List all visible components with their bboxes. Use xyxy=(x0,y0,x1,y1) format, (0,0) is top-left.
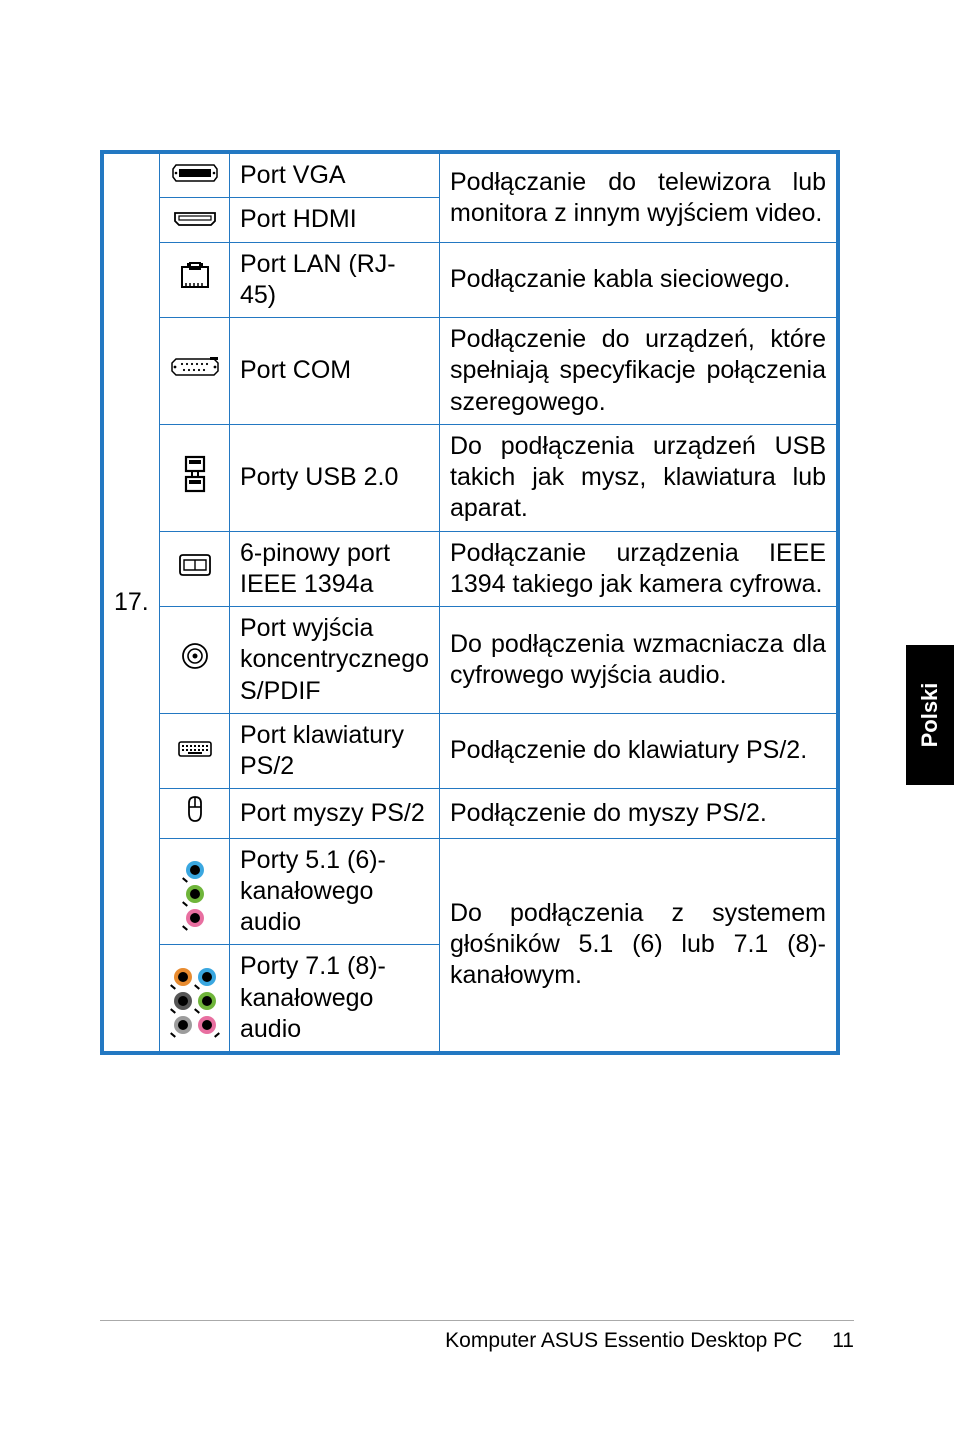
port-description: Podłączenie do klawiatury PS/2. xyxy=(440,713,837,789)
port-name: Port wyjścia koncentrycz­nego S/PDIF xyxy=(230,607,440,714)
port-description: Do podłączenia urządzeń USB takich jak m… xyxy=(440,424,837,531)
audio71-icon xyxy=(160,945,230,1052)
table-row: Porty USB 2.0Do podłączenia urządzeń USB… xyxy=(104,424,837,531)
com-icon xyxy=(160,318,230,425)
table-row: Port COMPodłączenie do urządzeń, które s… xyxy=(104,318,837,425)
row-index: 17. xyxy=(104,154,160,1052)
port-name: Port COM xyxy=(230,318,440,425)
port-name: Porty USB 2.0 xyxy=(230,424,440,531)
page-footer: Komputer ASUS Essentio Desktop PC 11 xyxy=(100,1320,854,1353)
table-row: Port wyjścia koncentrycz­nego S/PDIFDo p… xyxy=(104,607,837,714)
table-row: 17. Port VGAPodłączanie do telewizora lu… xyxy=(104,154,837,198)
ieee1394-icon xyxy=(160,531,230,607)
port-description: Podłączanie do telewizora lub monitora z… xyxy=(440,154,837,243)
port-description: Podłączanie kabla sieciowego. xyxy=(440,242,837,318)
port-name: 6-pinowy port IEEE 1394a xyxy=(230,531,440,607)
port-name: Port myszy PS/2 xyxy=(230,789,440,838)
page-number: 11 xyxy=(832,1329,854,1353)
usb-icon xyxy=(160,424,230,531)
ports-table-container: 17. Port VGAPodłączanie do telewizora lu… xyxy=(100,150,840,1055)
lan-icon xyxy=(160,242,230,318)
language-tab: Polski xyxy=(906,645,954,785)
ports-table: 17. Port VGAPodłączanie do telewizora lu… xyxy=(103,153,837,1052)
port-description: Do podłączenia z systemem głośników 5.1 … xyxy=(440,838,837,1052)
port-description: Podłączenie do urządzeń, które spełniają… xyxy=(440,318,837,425)
port-name: Port HDMI xyxy=(230,198,440,242)
port-name: Porty 7.1 (8)-kanałowego audio xyxy=(230,945,440,1052)
port-description: Do podłączenia wzmacniacza dla cyfrowego… xyxy=(440,607,837,714)
language-tab-label: Polski xyxy=(917,683,943,748)
table-row: Port myszy PS/2Podłączenie do myszy PS/2… xyxy=(104,789,837,838)
ps2kb-icon xyxy=(160,713,230,789)
hdmi-icon xyxy=(160,198,230,242)
port-description: Podłączenie do myszy PS/2. xyxy=(440,789,837,838)
port-name: Port LAN (RJ-45) xyxy=(230,242,440,318)
port-name: Port klawia­tury PS/2 xyxy=(230,713,440,789)
audio51-icon xyxy=(160,838,230,945)
table-row: 6-pinowy port IEEE 1394aPodłączanie urzą… xyxy=(104,531,837,607)
table-row: Port LAN (RJ-45)Podłączanie kabla siecio… xyxy=(104,242,837,318)
table-row: Port klawia­tury PS/2Podłączenie do klaw… xyxy=(104,713,837,789)
table-row: Porty 5.1 (6)-kanałowego audioDo podłącz… xyxy=(104,838,837,945)
port-name: Port VGA xyxy=(230,154,440,198)
footer-title: Komputer ASUS Essentio Desktop PC xyxy=(445,1329,802,1352)
port-name: Porty 5.1 (6)-kanałowego audio xyxy=(230,838,440,945)
spdif-icon xyxy=(160,607,230,714)
port-description: Podłączanie urządzenia IEEE 1394 takiego… xyxy=(440,531,837,607)
vga-icon xyxy=(160,154,230,198)
ps2mouse-icon xyxy=(160,789,230,838)
